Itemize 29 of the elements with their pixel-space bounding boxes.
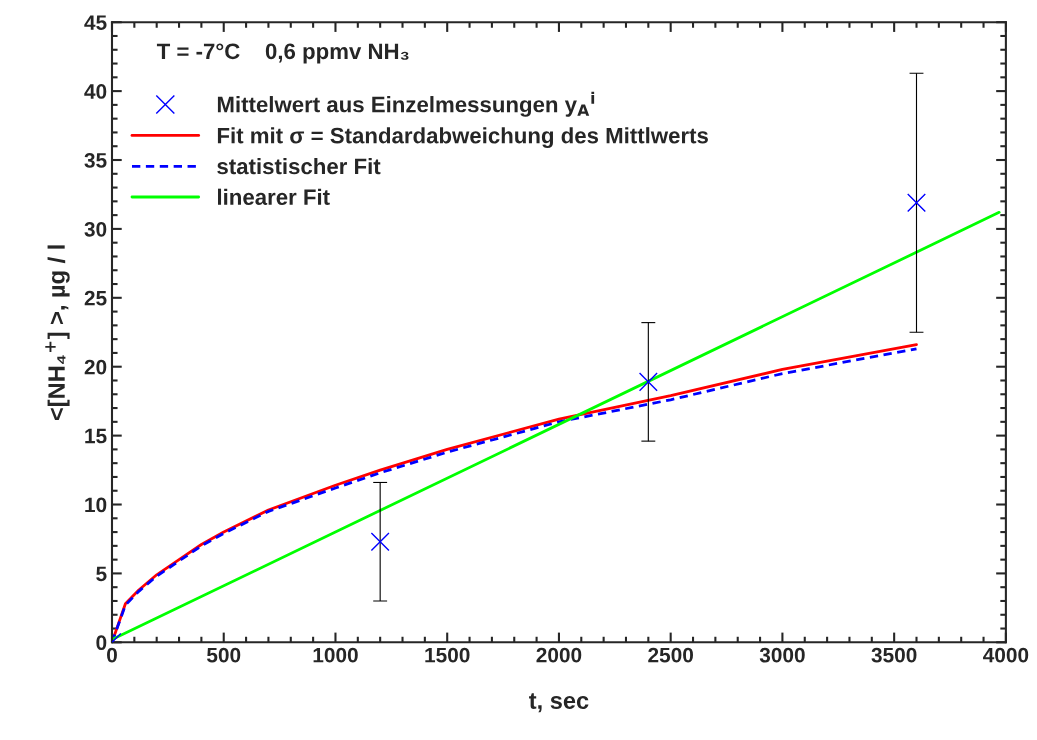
x-tick-label: 2500 xyxy=(648,647,693,663)
y-tick-label: 35 xyxy=(84,153,107,168)
y-tick-label: 30 xyxy=(84,221,107,237)
x-tick-label: 0 xyxy=(107,647,117,663)
x-tick-label: 3000 xyxy=(759,647,805,663)
y-tick-label: 45 xyxy=(84,15,107,30)
point xyxy=(638,372,658,392)
x-tick-label: 1000 xyxy=(313,647,358,663)
y-axis-title: <[NH₄$^{+}$] >, µg / l xyxy=(45,245,70,421)
point xyxy=(907,193,926,213)
x-axis-title: t, sec xyxy=(529,693,589,713)
legend-label: Fit mit σ = Standardabweichung des Mittlwerts xyxy=(217,127,708,148)
x-tick-label: 4000 xyxy=(983,647,1029,663)
legend-label: Mittelwert aus Einzelmessungen y$_{A}$$^{i}$ xyxy=(217,91,595,117)
y-tick-label: 40 xyxy=(84,84,107,99)
y-tick-label: 5 xyxy=(96,566,107,582)
point xyxy=(370,532,390,552)
y-tick-label: 0 xyxy=(96,635,107,651)
legend-label: linearer Fit xyxy=(217,188,330,205)
y-tick-label: 15 xyxy=(85,428,107,444)
annotation: T = -7°C 0,6 ppmv NH₃ xyxy=(156,43,409,64)
x-tick-label: 2000 xyxy=(536,647,582,663)
x-tick-label: 1500 xyxy=(425,647,470,663)
y-tick-label: 10 xyxy=(85,497,107,513)
x-tick-label: 3500 xyxy=(871,647,917,663)
x-tick-label: 500 xyxy=(207,647,241,663)
y-tick-label: 25 xyxy=(84,290,107,306)
y-tick-label: 20 xyxy=(84,359,107,375)
legend-label: statistischer Fit xyxy=(217,157,381,175)
